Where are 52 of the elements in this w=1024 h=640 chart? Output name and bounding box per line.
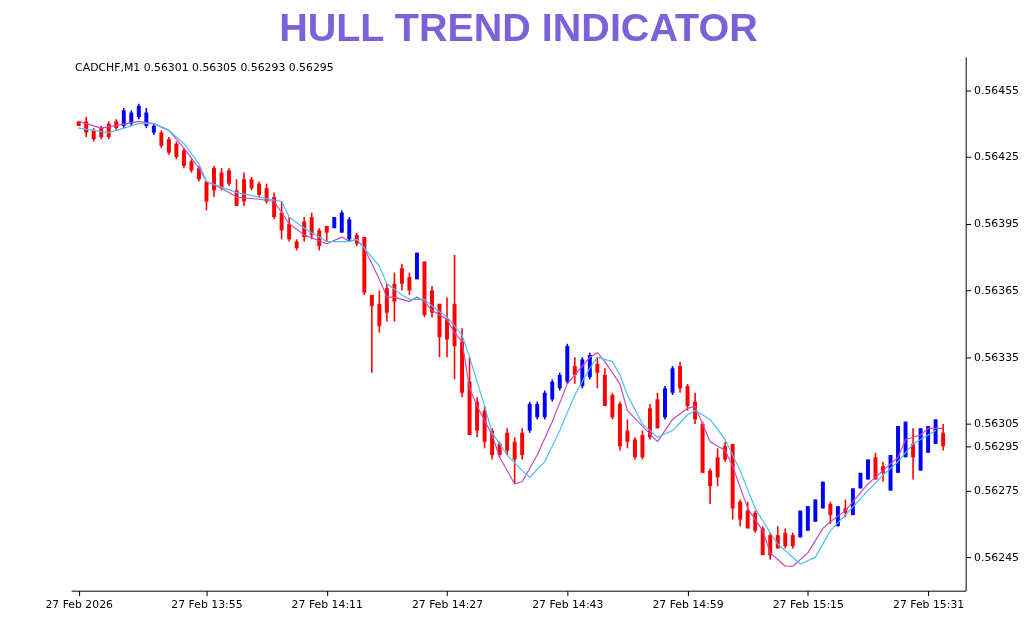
candlestick [828, 500, 833, 525]
candlestick [625, 418, 630, 450]
candlestick [745, 500, 750, 530]
candlestick [715, 447, 720, 487]
chart-title: HULL TREND INDICATOR [279, 5, 758, 50]
candlestick [204, 180, 209, 212]
y-tick-label: 0.56365 [974, 283, 1020, 297]
candlestick [505, 427, 510, 456]
candlestick [399, 262, 404, 292]
candlestick [708, 467, 713, 505]
y-tick-label: 0.56275 [974, 484, 1020, 498]
candlestick [121, 107, 126, 129]
y-tick-label: 0.56395 [974, 217, 1020, 231]
candlestick [550, 378, 555, 403]
candlestick [685, 383, 690, 412]
candlestick [407, 271, 412, 296]
candlestick [595, 356, 600, 390]
candlestick [369, 294, 374, 374]
candlestick [941, 423, 946, 452]
candlestick [212, 165, 216, 198]
candlestick [181, 147, 186, 169]
candlestick [445, 296, 449, 358]
x-tick-label: 27 Feb 2026 [45, 597, 114, 611]
candlestick [309, 211, 314, 241]
y-tick-label: 0.56335 [974, 350, 1020, 364]
x-tick-label: 27 Feb 14:27 [411, 597, 484, 611]
candlestick [911, 427, 916, 481]
x-tick-label: 27 Feb 15:31 [892, 597, 965, 611]
y-tick-label: 0.56425 [974, 150, 1020, 164]
candlestick [640, 429, 645, 461]
candlestick [632, 436, 637, 461]
candlestick [287, 216, 292, 243]
candlestick [678, 360, 683, 394]
candlestick [610, 391, 615, 421]
y-tick-label: 0.56455 [974, 83, 1020, 97]
x-tick-label: 27 Feb 15:15 [772, 597, 844, 611]
x-tick-label: 27 Feb 14:59 [652, 597, 724, 611]
candlestick [430, 285, 434, 318]
x-tick-label: 27 Feb 13:55 [171, 597, 243, 611]
y-tick-label: 0.56245 [974, 550, 1020, 564]
candlestick [512, 436, 517, 485]
candlestick [339, 209, 344, 234]
candlestick [738, 498, 743, 527]
y-tick-label: 0.56305 [974, 417, 1020, 431]
chart-subtitle: CADCHF,M1 0.56301 0.56305 0.56293 0.56295 [75, 60, 334, 74]
candlestick [377, 289, 382, 334]
x-tick-label: 27 Feb 14:11 [291, 597, 363, 611]
y-tick-label: 0.56295 [974, 439, 1020, 453]
x-tick-label: 27 Feb 14:43 [532, 597, 604, 611]
candlestick [520, 427, 525, 461]
candlestick [347, 216, 352, 243]
candlestick [783, 527, 788, 550]
